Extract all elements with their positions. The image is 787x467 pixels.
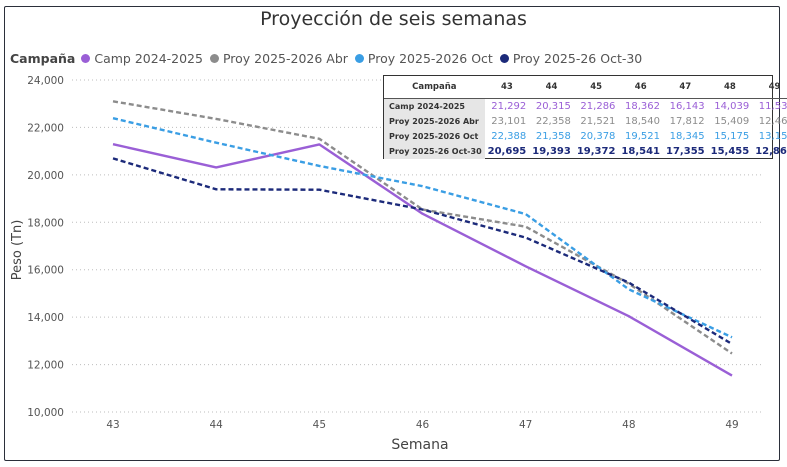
table-header-week: 49 <box>768 82 781 92</box>
table-cell: 20,315 <box>529 98 574 114</box>
table-cell: 20,378 <box>580 131 616 142</box>
y-tick-label: 14,000 <box>27 312 64 324</box>
x-tick-label: 45 <box>313 419 326 431</box>
table-cell: 12,866 <box>755 146 787 157</box>
legend-swatch <box>81 53 91 63</box>
table-header-week: 44 <box>545 82 558 92</box>
legend-title: Campaña <box>10 50 76 66</box>
legend-label: Proy 2025-2026 Abr <box>222 50 348 66</box>
table-cell: 21,292 <box>484 98 530 114</box>
table-cell: 18,345 <box>669 131 705 142</box>
y-tick-label: 18,000 <box>27 217 64 229</box>
table-header-week: 43 <box>501 82 513 92</box>
legend-label: Proy 2025-2026 Oct <box>367 50 493 66</box>
x-axis-label: Semana <box>391 437 448 453</box>
table-cell: 19,521 <box>625 131 661 142</box>
table-row: Camp 2024-2025 21,292 20,315 21,286 18,362 16… <box>384 98 787 114</box>
series-line-2 <box>112 117 733 339</box>
legend-item-proy-abr[interactable]: Proy 2025-2026 Abr <box>209 50 348 66</box>
table-row: Proy 2025-26 Oct-30 20,695 19,393 19,372 18,… <box>384 144 787 159</box>
table-cell: 15,409 <box>714 116 750 127</box>
legend-label: Proy 2025-26 Oct-30 <box>512 50 643 66</box>
table-row-label: Camp 2024-2025 <box>384 98 485 114</box>
x-tick-label: 48 <box>622 419 635 431</box>
axis-layer: 10,000 12,000 14,000 16,000 18,000 20,000 22,0… <box>10 75 739 453</box>
table-cell: 12,465 <box>758 116 787 127</box>
table-header-week: 48 <box>723 82 736 92</box>
legend-label: Camp 2024-2025 <box>94 50 203 66</box>
table-cell: 16,143 <box>663 98 708 114</box>
y-tick-label: 12,000 <box>27 360 64 372</box>
table-cell: 21,286 <box>573 98 619 114</box>
table-cell: 13,151 <box>758 131 787 142</box>
table-body: Camp 2024-2025 21,292 20,315 21,286 18,362 16… <box>384 98 787 159</box>
table-cell: 21,521 <box>580 116 616 127</box>
table-cell: 11,534 <box>752 98 787 114</box>
table-header-row: Campaña 43 44 45 46 47 48 49 <box>384 76 787 99</box>
x-tick-label: 43 <box>106 419 119 431</box>
legend-swatch <box>354 53 364 63</box>
y-axis-label: Peso (Tn) <box>10 220 25 281</box>
table-cell: 20,695 <box>487 146 527 157</box>
table-cell: 15,175 <box>714 131 750 142</box>
table-cell: 15,455 <box>710 146 750 157</box>
table-cell: 23,101 <box>491 116 527 127</box>
x-tick-label: 46 <box>416 419 430 431</box>
chart-title: Proyección de seis semanas <box>260 8 527 30</box>
table-row: Proy 2025-2026 Oct 22,388 21,358 20,378 19,5… <box>384 129 787 144</box>
table-cell: 19,372 <box>576 146 616 157</box>
y-tick-label: 10,000 <box>27 407 64 419</box>
table-cell: 18,541 <box>621 146 661 157</box>
table-cell: 17,812 <box>669 116 705 127</box>
table-cell: 17,355 <box>666 146 705 157</box>
table-cell: 14,039 <box>707 98 753 114</box>
table-cell: 22,358 <box>535 116 571 127</box>
y-tick-label: 20,000 <box>27 170 64 182</box>
y-tick-label: 16,000 <box>27 265 64 277</box>
table-header-week: 45 <box>590 82 603 92</box>
table-cell: 21,358 <box>535 131 571 142</box>
y-tick-label: 22,000 <box>27 122 64 134</box>
x-tick-label: 49 <box>725 419 738 431</box>
x-tick-label: 44 <box>209 419 223 431</box>
legend-item-proy-oct-30[interactable]: Proy 2025-26 Oct-30 <box>499 50 643 66</box>
table-header-week: 47 <box>679 82 692 92</box>
table-cell: 18,362 <box>618 98 664 114</box>
legend-item-proy-oct[interactable]: Proy 2025-2026 Oct <box>354 50 493 66</box>
data-table: Campaña 43 44 45 46 47 48 49 Camp 2024-2025 21,… <box>383 75 787 159</box>
table-cell: 22,388 <box>491 131 527 142</box>
table-header-campana: Campaña <box>412 82 457 92</box>
table-cell: 18,540 <box>625 116 661 127</box>
legend-item-camp-2024-2025[interactable]: Camp 2024-2025 <box>81 51 203 66</box>
x-tick-label: 47 <box>519 419 532 431</box>
table-row-label: Proy 2025-2026 Oct <box>384 129 485 144</box>
legend: Campaña Camp 2024-2025 Proy 2025-2026 Ab… <box>10 49 649 67</box>
series-line-1 <box>112 100 733 355</box>
table-row: Proy 2025-2026 Abr 23,101 22,358 21,521 18,5… <box>384 114 787 129</box>
y-tick-label: 24,000 <box>27 75 64 87</box>
legend-swatch <box>499 53 509 63</box>
legend-swatch <box>209 53 219 63</box>
table-row-label: Proy 2025-26 Oct-30 <box>384 144 485 159</box>
series-line-0 <box>112 143 733 377</box>
series-layer <box>112 100 733 377</box>
table-row-label: Proy 2025-2026 Abr <box>384 114 485 129</box>
table-cell: 19,393 <box>532 146 571 157</box>
series-line-3 <box>112 157 733 346</box>
table-header-week: 46 <box>634 82 647 92</box>
